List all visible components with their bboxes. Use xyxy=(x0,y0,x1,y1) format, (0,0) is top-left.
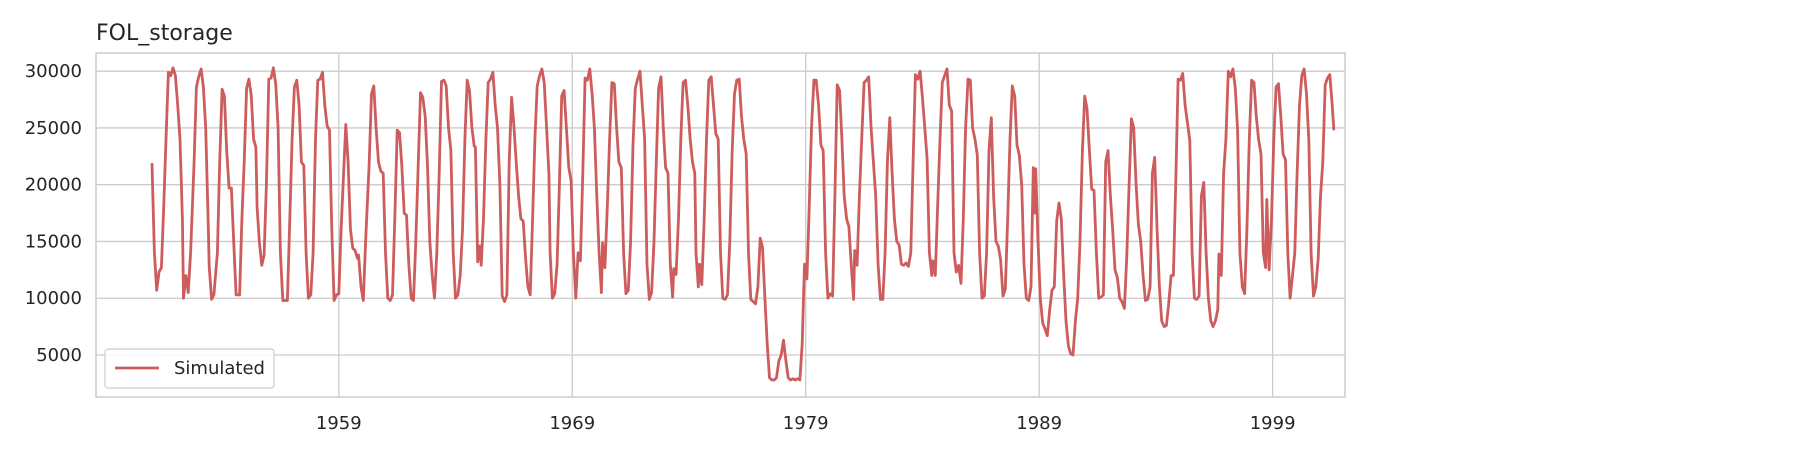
y-tick-label: 10000 xyxy=(25,288,82,309)
x-tick-label: 1959 xyxy=(316,413,362,434)
legend: Simulated xyxy=(104,348,275,389)
y-axis-ticks: 5000 10000 15000 20000 25000 30000 xyxy=(25,61,82,366)
simulated-series-line xyxy=(150,66,1336,382)
x-tick-label: 1989 xyxy=(1016,413,1062,434)
y-tick-label: 5000 xyxy=(36,345,82,366)
y-tick-label: 15000 xyxy=(25,231,82,252)
x-axis-ticks: 1959 1969 1979 1989 1999 xyxy=(316,413,1296,434)
y-tick-label: 25000 xyxy=(25,118,82,139)
legend-label-simulated: Simulated xyxy=(174,358,265,379)
x-tick-label: 1969 xyxy=(549,413,595,434)
y-tick-label: 30000 xyxy=(25,61,82,82)
y-tick-label: 20000 xyxy=(25,175,82,196)
x-tick-label: 1999 xyxy=(1250,413,1296,434)
legend-box xyxy=(104,348,275,389)
chart-title: FOL_storage xyxy=(96,21,233,46)
x-tick-label: 1979 xyxy=(783,413,829,434)
